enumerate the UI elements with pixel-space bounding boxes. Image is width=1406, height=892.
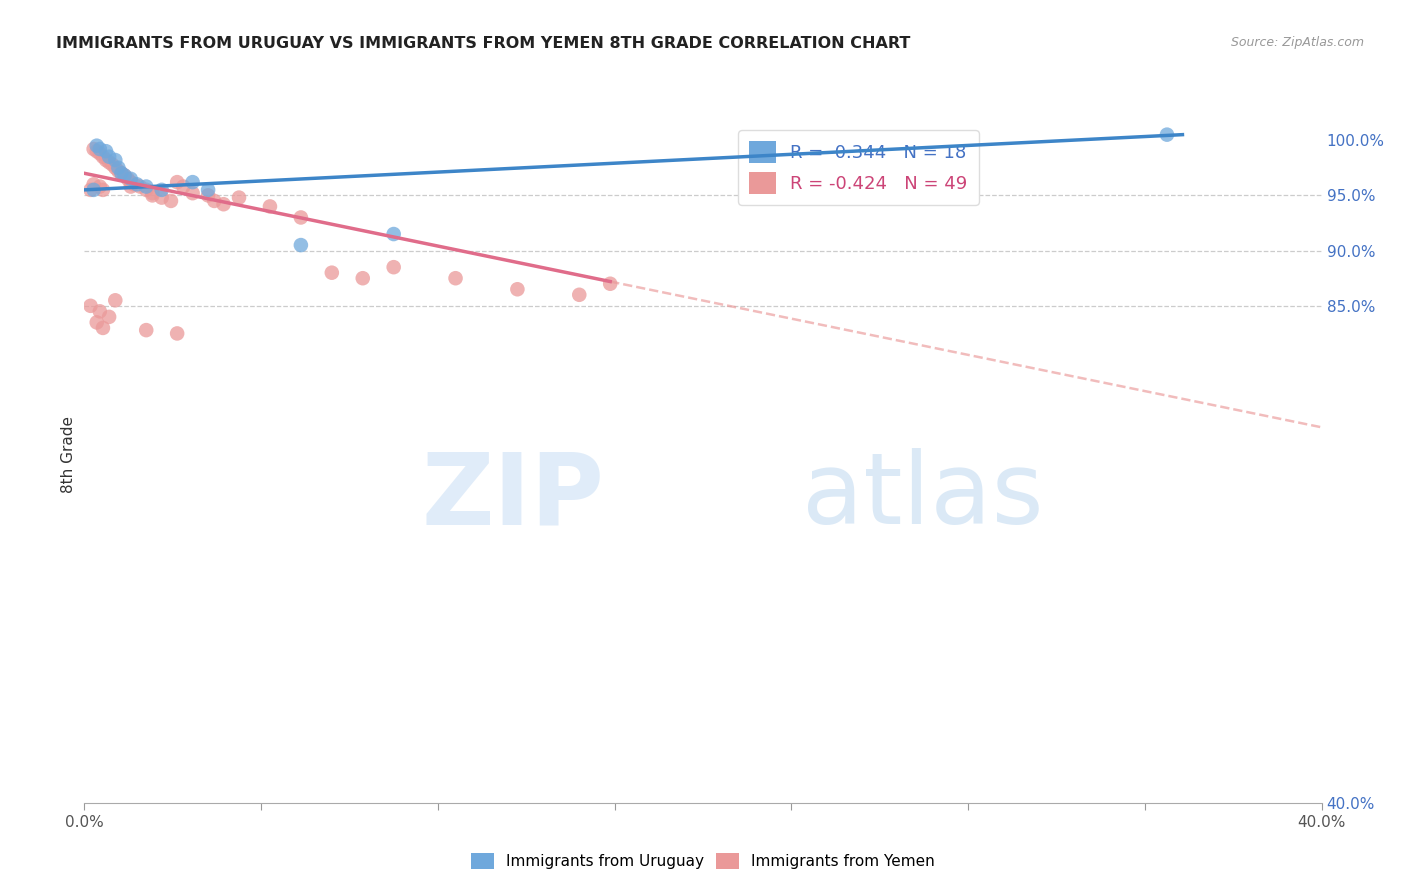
Point xyxy=(599,277,621,291)
Point xyxy=(135,323,157,337)
Point xyxy=(321,266,343,280)
Point xyxy=(382,260,405,275)
Point xyxy=(98,310,121,324)
Point xyxy=(202,194,225,208)
Text: atlas: atlas xyxy=(801,448,1043,545)
Point xyxy=(212,197,235,211)
Point xyxy=(228,191,250,205)
Point xyxy=(150,183,173,197)
Point xyxy=(79,299,101,313)
Point xyxy=(104,153,127,167)
Point xyxy=(135,183,157,197)
Point xyxy=(101,157,124,171)
Point xyxy=(89,142,111,156)
Point xyxy=(91,183,114,197)
Point xyxy=(150,191,173,205)
Point xyxy=(181,186,204,201)
Point xyxy=(125,178,148,192)
Point xyxy=(181,175,204,189)
Text: IMMIGRANTS FROM URUGUAY VS IMMIGRANTS FROM YEMEN 8TH GRADE CORRELATION CHART: IMMIGRANTS FROM URUGUAY VS IMMIGRANTS FR… xyxy=(56,36,911,51)
Point xyxy=(86,315,108,329)
Point xyxy=(110,166,132,180)
Point xyxy=(166,326,188,341)
Point xyxy=(110,166,132,180)
Point xyxy=(568,287,591,301)
Point xyxy=(83,183,105,197)
Point xyxy=(506,282,529,296)
Point xyxy=(94,145,117,159)
Y-axis label: 8th Grade: 8th Grade xyxy=(60,417,76,493)
Point xyxy=(83,142,105,156)
Legend: R =  0.344   N = 18, R = -0.424   N = 49: R = 0.344 N = 18, R = -0.424 N = 49 xyxy=(738,130,979,205)
Point xyxy=(120,175,142,189)
Point xyxy=(114,169,136,183)
Point xyxy=(122,178,145,192)
Point xyxy=(197,188,219,202)
Point xyxy=(290,238,312,252)
Point xyxy=(160,194,183,208)
Point xyxy=(91,150,114,164)
Point xyxy=(104,293,127,308)
Point xyxy=(98,150,121,164)
Point xyxy=(141,186,163,201)
Point xyxy=(114,169,136,183)
Point xyxy=(89,146,111,161)
Legend: Immigrants from Uruguay, Immigrants from Yemen: Immigrants from Uruguay, Immigrants from… xyxy=(465,847,941,875)
Point xyxy=(197,183,219,197)
Point xyxy=(290,211,312,225)
Point xyxy=(1156,128,1178,142)
Point xyxy=(83,178,105,192)
Point xyxy=(444,271,467,285)
Point xyxy=(129,179,152,194)
Point xyxy=(259,199,281,213)
Point xyxy=(172,179,194,194)
Point xyxy=(166,175,188,189)
Point xyxy=(107,161,129,175)
Point xyxy=(98,155,121,169)
Point xyxy=(141,188,163,202)
Text: ZIP: ZIP xyxy=(422,448,605,545)
Point xyxy=(86,138,108,153)
Point xyxy=(135,179,157,194)
Point xyxy=(352,271,374,285)
Point xyxy=(120,171,142,186)
Point xyxy=(94,153,117,167)
Point xyxy=(104,161,127,175)
Point xyxy=(382,227,405,241)
Text: Source: ZipAtlas.com: Source: ZipAtlas.com xyxy=(1230,36,1364,49)
Point xyxy=(91,321,114,335)
Point xyxy=(86,145,108,159)
Point xyxy=(107,164,129,178)
Point xyxy=(117,171,139,186)
Point xyxy=(120,179,142,194)
Point xyxy=(89,304,111,318)
Point xyxy=(79,183,101,197)
Point xyxy=(89,179,111,194)
